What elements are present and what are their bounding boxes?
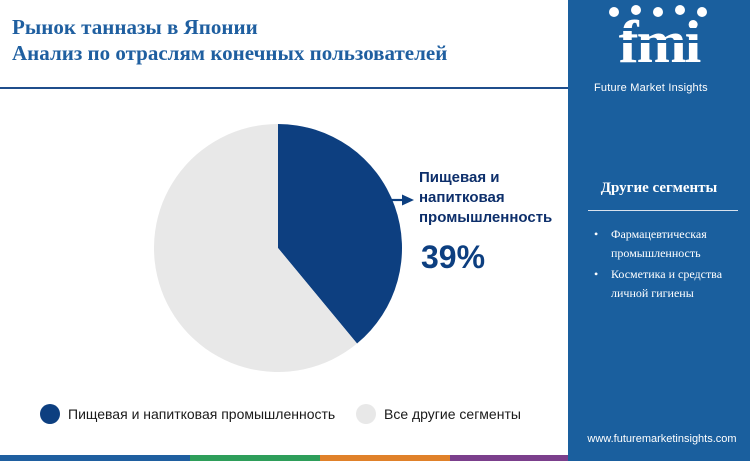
segments-list: Фармацевтическая промышленность Косметик…: [594, 225, 744, 305]
sidebar: fmi Future Market Insights Другие сегмен…: [568, 0, 750, 461]
callout-value: 39%: [421, 239, 486, 275]
pie-slice-food-beverage: [278, 124, 403, 344]
stripe-segment-2: [190, 455, 320, 461]
fmi-logo: fmi Future Market Insights: [568, 0, 750, 96]
callout-connector: [388, 194, 414, 206]
callout-label: Пищевая и напитковая промышленность: [419, 168, 567, 228]
pie-slices: [153, 124, 403, 372]
segment-item: Косметика и средства личной гигиены: [594, 265, 744, 303]
chart-legend: Пищевая и напитковая промышленность Все …: [40, 400, 568, 428]
brand-name: Future Market Insights: [594, 82, 708, 94]
segments-divider: [588, 210, 738, 211]
legend-item-other-segments: Все другие сегменты: [356, 400, 521, 428]
stripe-segment-3: [320, 455, 450, 461]
callout-label-line-1: Пищевая и: [419, 169, 500, 186]
legend-label-food-beverage: Пищевая и напитковая промышленность: [68, 406, 336, 422]
title-line-1: Рынок танназы в Японии: [12, 15, 258, 39]
bottom-color-stripe: [0, 455, 568, 461]
website-url: www.futuremarketinsights.com: [587, 433, 737, 445]
legend-swatch-food-beverage: [40, 404, 60, 424]
stripe-segment-1: [0, 455, 190, 461]
legend-item-food-beverage: Пищевая и напитковая промышленность: [40, 400, 335, 428]
title-divider: [0, 87, 568, 89]
other-segments-title: Другие сегменты: [600, 180, 718, 196]
fmi-logo-mark: fmi: [600, 5, 720, 75]
pie-slice-other-segments: [153, 124, 358, 372]
stripe-segment-4: [450, 455, 568, 461]
callout-label-line-3: промышленность: [419, 209, 553, 226]
legend-label-other-segments: Все другие сегменты: [384, 406, 521, 422]
page-title: Рынок танназы в Японии Анализ по отрасля…: [12, 14, 562, 66]
legend-swatch-other-segments: [356, 404, 376, 424]
callout-label-line-2: напитковая: [419, 189, 505, 206]
pie-chart: [153, 124, 414, 372]
segment-item: Фармацевтическая промышленность: [594, 225, 744, 263]
title-line-2: Анализ по отраслям конечных пользователе…: [12, 41, 448, 65]
